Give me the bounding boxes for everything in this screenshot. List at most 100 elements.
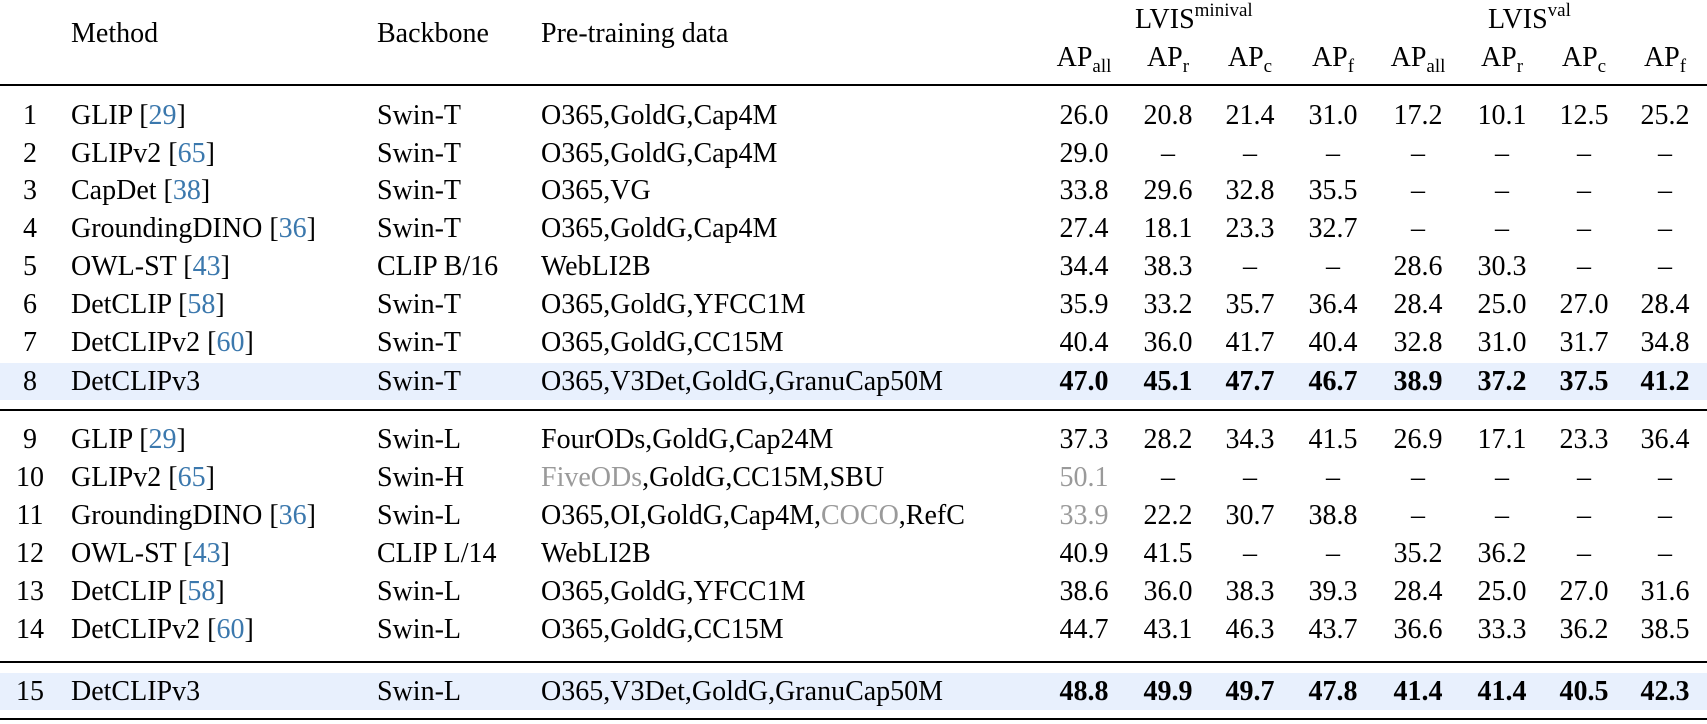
metric-value: – xyxy=(1161,462,1175,493)
method-cell: GLIP [29] xyxy=(71,100,186,131)
backbone-cell: Swin-T xyxy=(377,289,461,320)
metric-header: APf xyxy=(1625,42,1705,78)
metric-value: – xyxy=(1658,138,1672,169)
header-group-minival-sup: minival xyxy=(1194,0,1253,21)
table-row: 6 DetCLIP [58] Swin-T O365,GoldG,YFCC1M 35.9… xyxy=(0,286,1707,323)
backbone-cell: Swin-T xyxy=(377,138,461,169)
metric-value: – xyxy=(1326,138,1340,169)
metric-value: 33.8 xyxy=(1059,175,1109,206)
row-number: 6 xyxy=(23,289,37,320)
metric-value: 33.9 xyxy=(1059,500,1109,531)
header-group-val-base: LVIS xyxy=(1488,4,1548,35)
metric-value: 22.2 xyxy=(1143,500,1193,531)
row-number: 10 xyxy=(16,462,44,493)
metric-value: – xyxy=(1161,138,1175,169)
metric-value: – xyxy=(1411,462,1425,493)
method-name: GroundingDINO xyxy=(71,213,263,244)
metric-value: 18.1 xyxy=(1143,213,1193,244)
pretraining-data-segment: O365,V3Det,GoldG,GranuCap50M xyxy=(541,676,944,707)
final-section-rule xyxy=(0,661,1707,663)
citation-link[interactable]: 60 xyxy=(216,614,245,645)
metric-value: – xyxy=(1326,251,1340,282)
metric-value: 10.1 xyxy=(1477,100,1527,131)
pretraining-data-segment: O365,GoldG,CC15M xyxy=(541,327,784,358)
metric-header-base: AP xyxy=(1390,42,1427,73)
citation-link[interactable]: 43 xyxy=(192,251,221,282)
table-row: 10 GLIPv2 [65] Swin-H FiveODs,GoldG,CC15M,S… xyxy=(0,459,1707,496)
pretraining-data-cell: FiveODs,GoldG,CC15M,SBU xyxy=(541,459,884,496)
row-number: 13 xyxy=(16,576,44,607)
metric-value: 35.2 xyxy=(1393,538,1443,569)
metric-header-base: AP xyxy=(1480,42,1517,73)
metric-header-sub: c xyxy=(1597,56,1607,77)
metric-value: 37.2 xyxy=(1477,366,1527,397)
pretraining-data-cell: O365,GoldG,Cap4M xyxy=(541,97,777,134)
section-rule xyxy=(0,409,1707,411)
header-group-minival-base: LVIS xyxy=(1135,4,1195,35)
pretraining-data-cell: O365,GoldG,Cap4M xyxy=(541,210,777,247)
row-number: 1 xyxy=(23,100,37,131)
citation-link[interactable]: 65 xyxy=(177,138,206,169)
metric-value: – xyxy=(1243,138,1257,169)
metric-value: – xyxy=(1495,138,1509,169)
row-number: 2 xyxy=(23,138,37,169)
citation-link[interactable]: 29 xyxy=(148,100,177,131)
row-number: 7 xyxy=(23,327,37,358)
pretraining-data-segment: O365,GoldG,YFCC1M xyxy=(541,289,806,320)
citation-link[interactable]: 43 xyxy=(192,538,221,569)
row-number: 8 xyxy=(23,366,37,397)
metric-value: 36.0 xyxy=(1143,576,1193,607)
metric-value: – xyxy=(1243,538,1257,569)
table-row: 9 GLIP [29] Swin-L FourODs,GoldG,Cap24M 37.3… xyxy=(0,421,1707,458)
metric-value: 27.0 xyxy=(1559,289,1609,320)
method-cell: DetCLIPv2 [60] xyxy=(71,327,254,358)
metric-value: 27.4 xyxy=(1059,213,1109,244)
metric-value: 35.5 xyxy=(1308,175,1358,206)
table-row: 15 DetCLIPv3 Swin-L O365,V3Det,GoldG,GranuC… xyxy=(0,673,1707,710)
metric-value: – xyxy=(1577,251,1591,282)
row-number: 3 xyxy=(23,175,37,206)
method-cell: GLIPv2 [65] xyxy=(71,462,215,493)
metric-value: – xyxy=(1326,538,1340,569)
metric-value: 38.6 xyxy=(1059,576,1109,607)
metric-value: 37.5 xyxy=(1559,366,1609,397)
metric-header-sub: all xyxy=(1092,56,1112,77)
metric-value: 47.8 xyxy=(1308,676,1358,707)
pretraining-data-segment: ,RefC xyxy=(898,500,965,531)
backbone-cell: Swin-L xyxy=(377,424,461,455)
method-name: DetCLIP xyxy=(71,289,172,320)
method-name: OWL-ST xyxy=(71,538,177,569)
citation-link[interactable]: 58 xyxy=(187,576,216,607)
citation-link[interactable]: 58 xyxy=(187,289,216,320)
metric-value: 41.4 xyxy=(1477,676,1527,707)
method-cell: DetCLIP [58] xyxy=(71,576,225,607)
table-row: 13 DetCLIP [58] Swin-L O365,GoldG,YFCC1M 38.… xyxy=(0,573,1707,610)
citation-link[interactable]: 38 xyxy=(172,175,201,206)
metric-header-sub: r xyxy=(1182,56,1190,77)
metric-value: 40.5 xyxy=(1559,676,1609,707)
row-number: 11 xyxy=(16,500,44,531)
metric-value: 33.3 xyxy=(1477,614,1527,645)
method-cell: DetCLIPv2 [60] xyxy=(71,614,254,645)
metric-value: 34.4 xyxy=(1059,251,1109,282)
backbone-cell: CLIP B/16 xyxy=(377,251,499,282)
metric-value: – xyxy=(1243,462,1257,493)
method-cell: GLIPv2 [65] xyxy=(71,138,215,169)
metric-value: – xyxy=(1577,538,1591,569)
citation-link[interactable]: 29 xyxy=(148,424,177,455)
row-number: 9 xyxy=(23,424,37,455)
metric-value: 41.4 xyxy=(1393,676,1443,707)
metric-value: – xyxy=(1577,138,1591,169)
citation-link[interactable]: 65 xyxy=(177,462,206,493)
metric-value: 28.4 xyxy=(1393,289,1443,320)
pretraining-data-segment: O365,OI,GoldG,Cap4M, xyxy=(541,500,821,531)
row-number: 15 xyxy=(16,676,44,707)
metric-value: – xyxy=(1495,462,1509,493)
citation-link[interactable]: 36 xyxy=(278,213,307,244)
citation-link[interactable]: 60 xyxy=(216,327,245,358)
metric-value: 26.9 xyxy=(1393,424,1443,455)
citation-link[interactable]: 36 xyxy=(278,500,307,531)
metric-header-sub: f xyxy=(1347,56,1355,77)
metric-value: – xyxy=(1577,213,1591,244)
